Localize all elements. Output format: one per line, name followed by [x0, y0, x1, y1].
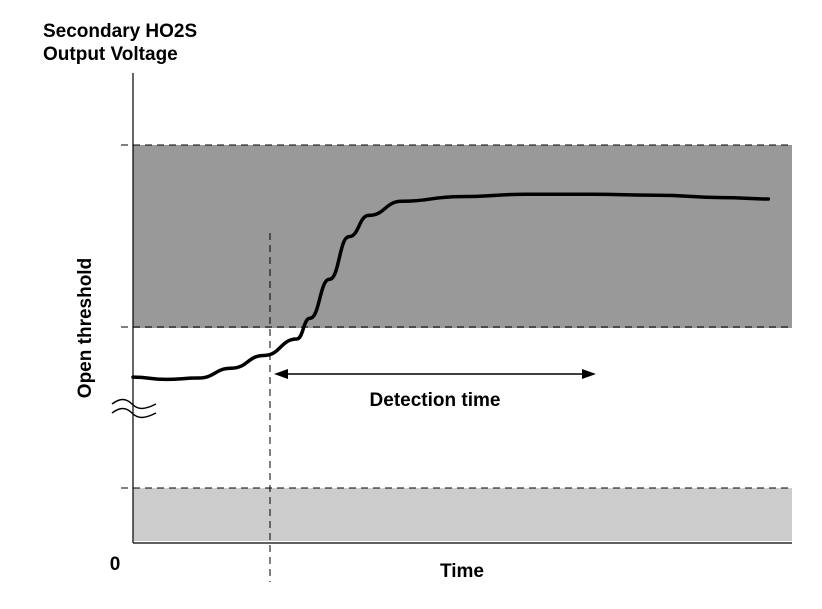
- chart-title-line-1: Secondary HO2S: [43, 21, 197, 42]
- detection-time-arrow: [274, 369, 596, 379]
- origin-label: 0: [110, 554, 121, 575]
- upper-band: [133, 145, 792, 328]
- y-axis-label: Open threshold: [75, 258, 96, 398]
- voltage-curve: [131, 192, 771, 382]
- detection-time-label: Detection time: [370, 390, 501, 411]
- axis-break-icon: [111, 398, 157, 419]
- lower-band: [133, 488, 792, 541]
- chart-title-line-2: Output Voltage: [43, 44, 178, 65]
- x-axis-label: Time: [440, 561, 484, 582]
